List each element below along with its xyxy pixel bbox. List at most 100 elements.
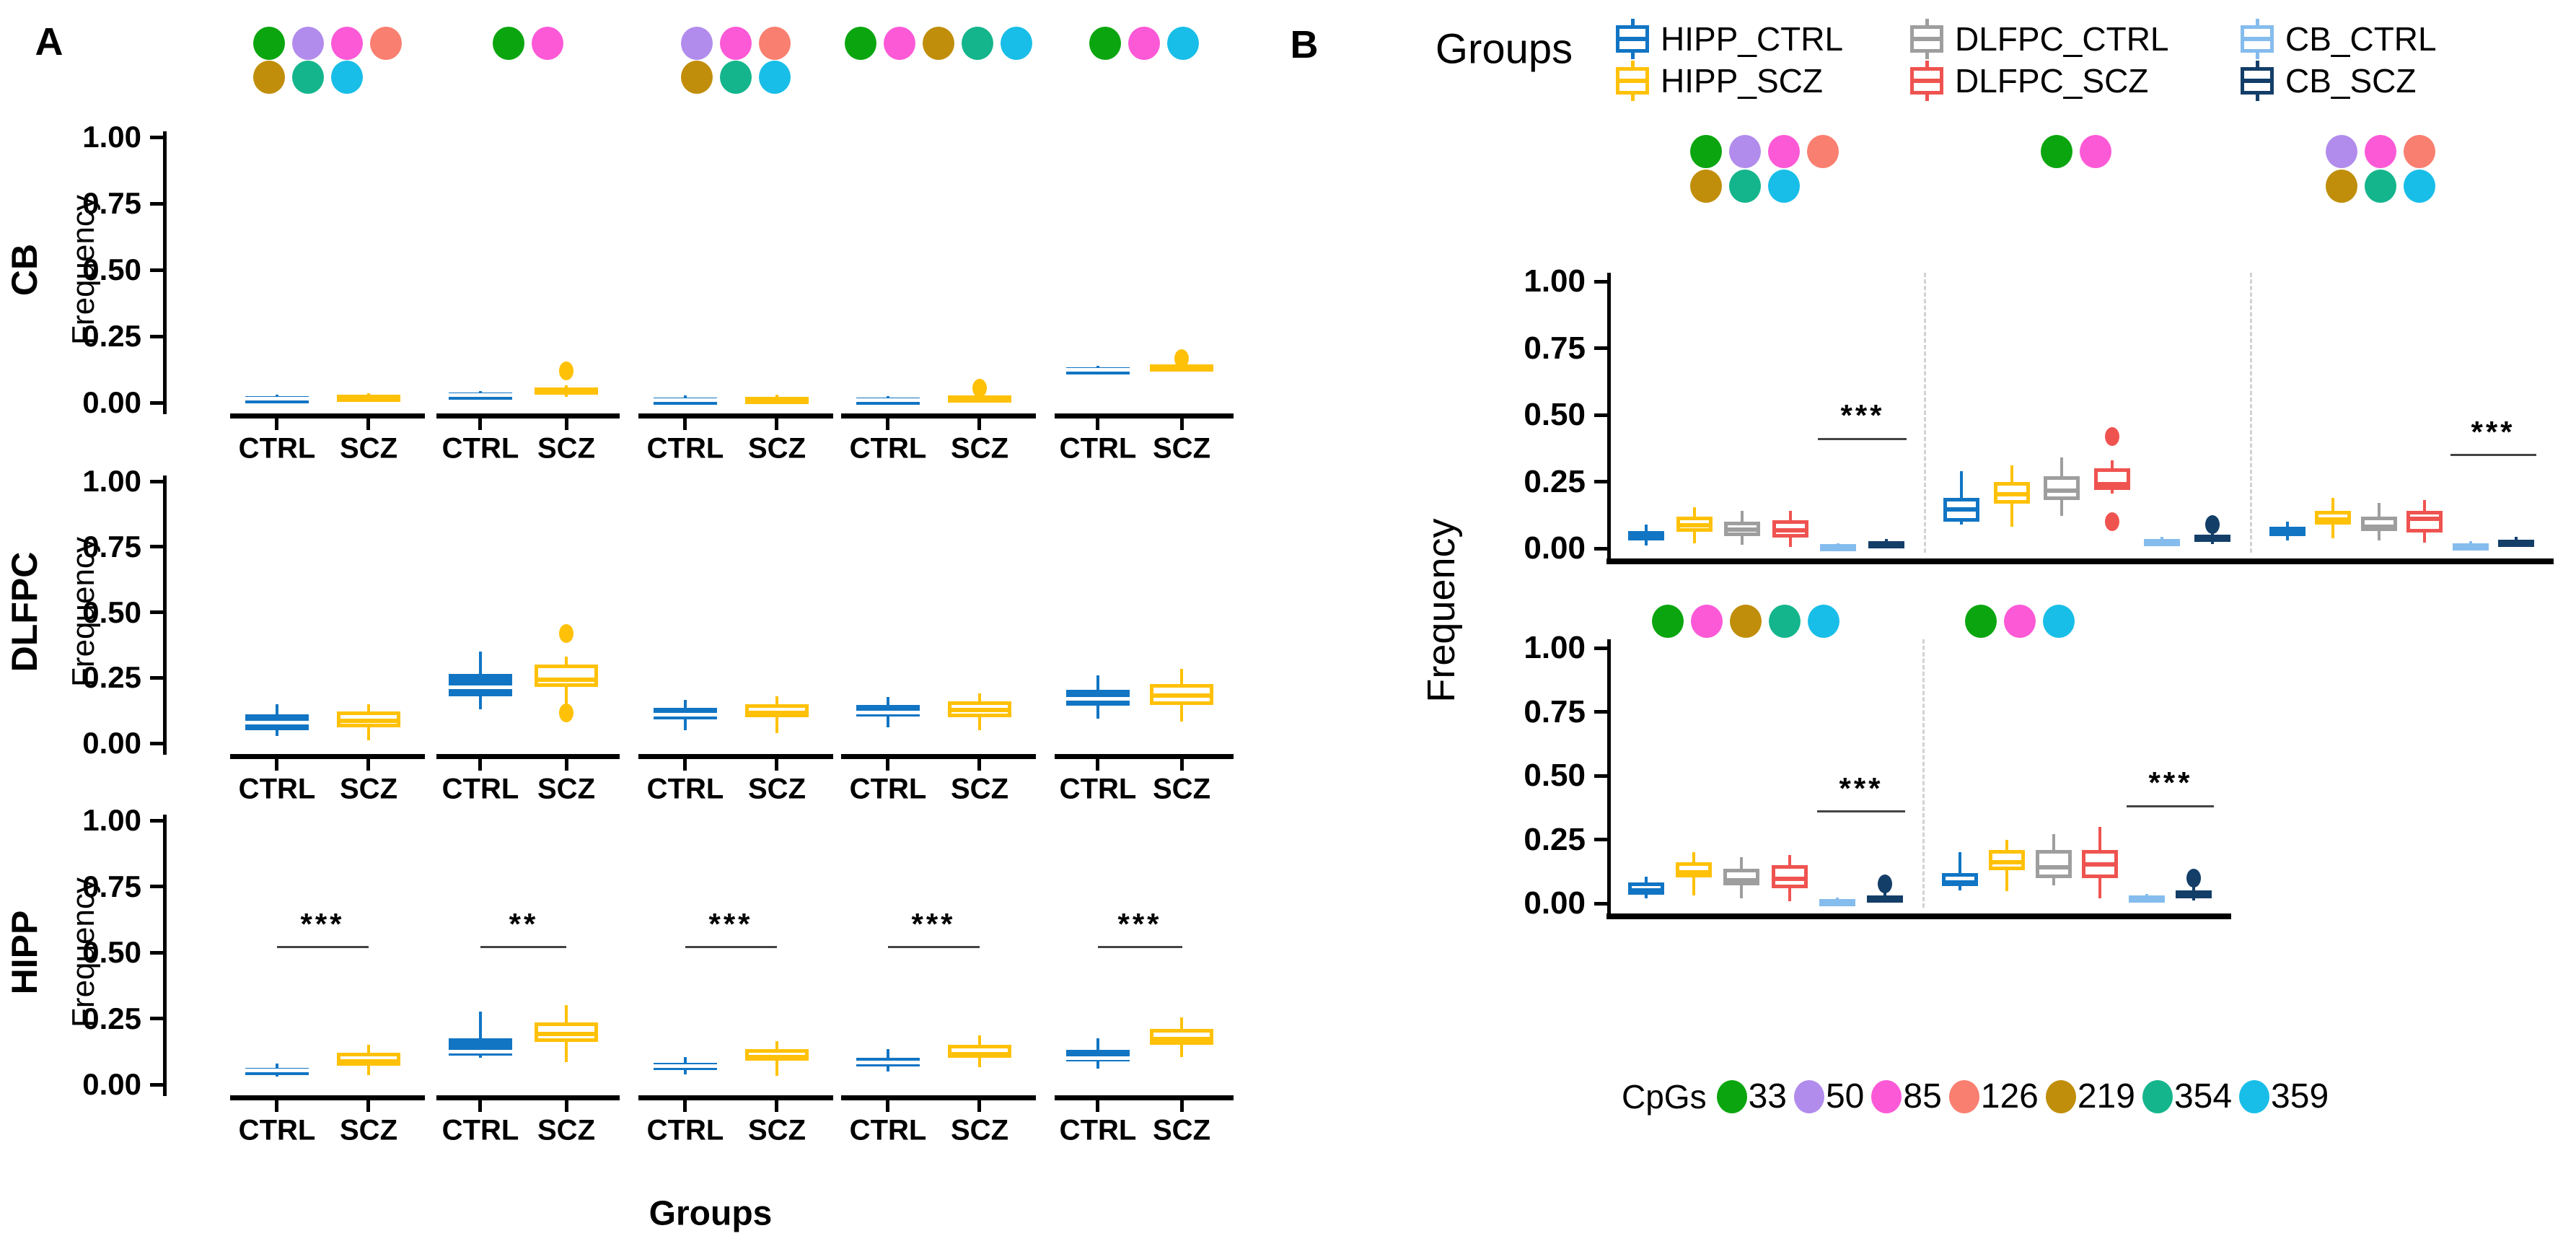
y-axis-tick xyxy=(150,335,164,338)
x-tick-label: SCZ xyxy=(1153,773,1210,805)
box-median-line xyxy=(856,711,920,714)
sig-line xyxy=(888,946,980,948)
x-axis-line xyxy=(841,1095,1036,1100)
cpg-legend-item-219: 219 xyxy=(2045,1077,2135,1116)
cpg-legend-title: CpGs xyxy=(1622,1077,1707,1116)
x-tick-label: SCZ xyxy=(537,773,595,805)
x-axis-tick xyxy=(1096,758,1099,771)
panel-b-bottom-cpg-dot-219 xyxy=(1730,605,1762,638)
x-axis-tick xyxy=(275,418,278,430)
cpg-dot-icon xyxy=(2239,1079,2270,1113)
sig-stars: *** xyxy=(911,907,956,941)
y-tick-label: 0.25 xyxy=(82,1002,141,1035)
x-axis-tick xyxy=(775,418,778,430)
box-median-line xyxy=(1819,900,1855,904)
boxplot-box xyxy=(1723,869,1759,885)
box-median-line xyxy=(856,398,920,402)
panel-b-bottom-cpg-dot-359 xyxy=(2043,605,2075,638)
outlier-dot xyxy=(559,704,573,722)
box-median-line xyxy=(856,1061,920,1064)
panel-a-cpg-dot-33 xyxy=(253,27,285,60)
x-axis-tick xyxy=(366,1100,370,1112)
x-tick-label: CTRL xyxy=(441,432,519,465)
x-axis-title-groups: Groups xyxy=(649,1194,773,1233)
box-median-line xyxy=(337,1059,400,1064)
cpg-dot-icon xyxy=(2045,1079,2076,1113)
y-tick-label: 0.50 xyxy=(82,253,141,286)
legend-glyph-median xyxy=(2241,79,2274,83)
panel-b-top-cpg-dot-359 xyxy=(2404,170,2435,203)
y-axis-line xyxy=(163,476,167,755)
box-median-line xyxy=(449,393,512,397)
y-tick-label: 0.75 xyxy=(82,530,141,564)
y-tick-label: 1.00 xyxy=(82,803,141,837)
y-axis-tick xyxy=(150,885,164,888)
x-axis-tick xyxy=(366,418,370,430)
y-tick-label: 1.00 xyxy=(82,120,141,154)
boxplot-box xyxy=(2406,511,2443,533)
box-median-line xyxy=(1943,507,1979,512)
box-median-line xyxy=(1628,888,1664,893)
sig-line xyxy=(1098,946,1182,948)
panel-a-cpg-dot-354 xyxy=(962,27,993,60)
x-axis-line xyxy=(230,413,425,418)
x-tick-label: CTRL xyxy=(441,1114,519,1147)
y-axis-tick xyxy=(1594,480,1609,483)
cpg-number-label: 33 xyxy=(1748,1077,1787,1116)
box-median-line xyxy=(449,685,512,689)
cpg-dot-icon xyxy=(2142,1079,2173,1113)
y-axis-tick xyxy=(150,1083,164,1087)
sig-line xyxy=(1818,438,1907,440)
y-tick-label: 0.25 xyxy=(1524,822,1586,857)
box-median-line xyxy=(2176,893,2212,897)
box-median-line xyxy=(2453,544,2489,548)
y-tick-label: 1.00 xyxy=(1524,630,1586,665)
box-median-line xyxy=(1867,896,1903,900)
x-axis-tick xyxy=(478,418,482,430)
boxplot-box xyxy=(449,674,512,696)
y-tick-label: 0.25 xyxy=(82,660,141,694)
box-median-line xyxy=(1628,535,1664,539)
outlier-dot xyxy=(972,379,987,398)
y-axis-tick xyxy=(1594,280,1609,284)
y-axis-tick xyxy=(1594,838,1609,841)
panel-a-cpg-dot-85 xyxy=(884,27,915,60)
x-axis-tick xyxy=(565,758,568,771)
y-tick-label: 0.00 xyxy=(82,726,141,760)
box-median-line xyxy=(1066,697,1130,701)
outlier-dot xyxy=(2205,515,2220,534)
box-median-line xyxy=(1066,368,1130,372)
panel-b-top-cpg-dot-50 xyxy=(2326,135,2357,168)
section-divider xyxy=(1924,273,1926,553)
panel-b-top-cpg-dot-85 xyxy=(2365,135,2396,168)
panel-b-top-cpg-dot-354 xyxy=(1729,170,1761,203)
box-median-line xyxy=(2082,862,2118,867)
x-tick-label: CTRL xyxy=(849,773,927,805)
sig-line xyxy=(1817,810,1905,812)
x-tick-label: CTRL xyxy=(646,773,724,805)
panel-a-cpg-dot-354 xyxy=(720,61,752,94)
box-median-line xyxy=(654,713,717,716)
legend-label: DLFPC_CTRL xyxy=(1955,20,2169,58)
box-median-line xyxy=(1772,528,1808,533)
boxplot-box xyxy=(2361,517,2397,531)
panel-b-label: B xyxy=(1290,23,1319,66)
y-tick-label: 0.50 xyxy=(82,595,141,629)
panel-b-bottom-cpg-dot-85 xyxy=(2004,605,2036,638)
x-axis-tick xyxy=(1180,758,1184,771)
panel-b-top-cpg-dot-33 xyxy=(2041,135,2072,168)
box-median-line xyxy=(337,395,400,400)
box-median-line xyxy=(245,721,309,724)
y-axis-tick xyxy=(1594,710,1609,714)
x-axis-tick xyxy=(1096,418,1099,430)
x-tick-label: CTRL xyxy=(238,1114,316,1147)
box-median-line xyxy=(1820,545,1856,549)
legend-glyph-median xyxy=(2241,37,2274,41)
box-median-line xyxy=(245,1069,309,1072)
y-axis-tick xyxy=(150,136,164,139)
sig-stars: *** xyxy=(708,907,753,941)
box-median-line xyxy=(535,1032,598,1036)
x-tick-label: SCZ xyxy=(951,432,1008,465)
panel-a-cpg-dot-359 xyxy=(1001,27,1032,60)
box-median-line xyxy=(1989,860,2025,864)
